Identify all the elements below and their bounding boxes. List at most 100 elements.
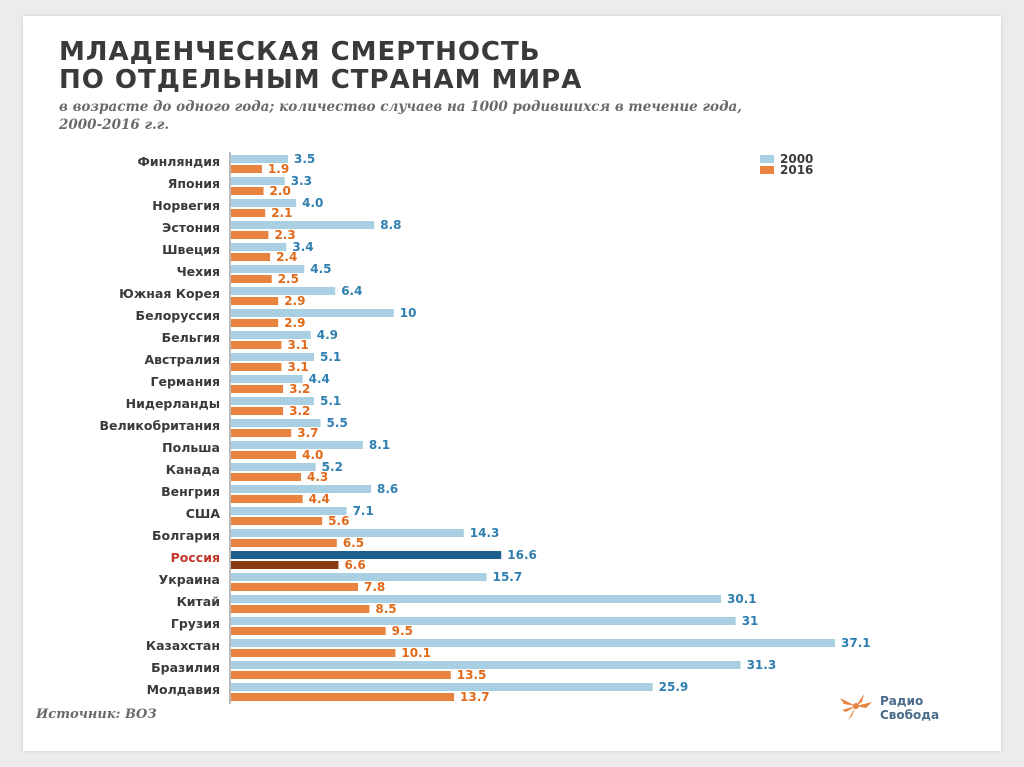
bar-2000 (231, 595, 722, 603)
category-label: Молдавия (147, 682, 220, 697)
data-label-2000: 31 (742, 614, 759, 628)
category-label: Украина (159, 572, 220, 587)
bar-2000 (231, 287, 336, 295)
chart-subtitle: в возрасте до одного года; количество сл… (59, 98, 959, 134)
data-label-2000: 5.1 (320, 350, 341, 364)
data-label-2016: 3.1 (287, 360, 308, 374)
bar-2000 (231, 485, 372, 493)
data-label-2000: 4.0 (302, 196, 323, 210)
title-line-1: МЛАДЕНЧЕСКАЯ СМЕРТНОСТЬ (59, 37, 541, 67)
data-label-2000: 10 (400, 306, 417, 320)
data-label-2000: 3.3 (291, 174, 312, 188)
slide: МЛАДЕНЧЕСКАЯ СМЕРТНОСТЬ ПО ОТДЕЛЬНЫМ СТР… (23, 16, 1001, 751)
category-label: Китай (177, 594, 220, 609)
data-label-2016: 2.9 (284, 316, 305, 330)
category-label: Япония (168, 176, 220, 191)
data-label-2000: 16.6 (507, 548, 537, 562)
category-label: Канада (166, 462, 220, 477)
data-label-2016: 10.1 (401, 646, 431, 660)
bar-2016 (231, 583, 358, 591)
bar-2016 (231, 561, 339, 569)
bar-2000 (231, 441, 363, 449)
bar-2016 (231, 341, 282, 349)
data-label-2016: 13.5 (457, 668, 487, 682)
data-label-2000: 3.4 (292, 240, 313, 254)
category-label: Германия (151, 374, 220, 389)
data-label-2000: 30.1 (727, 592, 757, 606)
data-label-2016: 1.9 (268, 162, 289, 176)
category-label: Венгрия (161, 484, 220, 499)
data-label-2016: 6.6 (344, 558, 365, 572)
bar-2016 (231, 671, 451, 679)
bar-2000 (231, 397, 315, 405)
bar-2000 (231, 177, 285, 185)
data-label-2000: 8.1 (369, 438, 390, 452)
data-label-2016: 8.5 (375, 602, 396, 616)
legend-swatch-2016 (760, 166, 774, 174)
data-label-2000: 4.4 (309, 372, 330, 386)
source-note: Источник: ВОЗ (36, 707, 157, 722)
bar-2000 (231, 419, 321, 427)
bar-2016 (231, 517, 323, 525)
category-label: Эстония (162, 220, 220, 235)
bar-2016 (231, 539, 337, 547)
category-label: Финляндия (138, 154, 221, 169)
data-label-2016: 9.5 (392, 624, 413, 638)
logo-line-1: Радио (880, 694, 924, 708)
bar-2016 (231, 253, 271, 261)
data-label-2016: 13.7 (460, 690, 490, 704)
data-label-2000: 4.5 (310, 262, 331, 276)
category-label: Казахстан (146, 638, 220, 653)
bar-2016 (231, 165, 262, 173)
bar-2016 (231, 693, 455, 701)
category-label: Польша (162, 440, 220, 455)
bar-2016 (231, 385, 284, 393)
subtitle-line-1: в возрасте до одного года; количество сл… (59, 99, 742, 115)
data-label-2000: 14.3 (470, 526, 500, 540)
logo-text: Радио Свобода (880, 694, 939, 722)
category-label: Бразилия (151, 660, 220, 675)
data-label-2000: 37.1 (841, 636, 871, 650)
category-label: Бельгия (162, 330, 220, 345)
data-label-2016: 5.6 (328, 514, 349, 528)
bar-2016 (231, 231, 269, 239)
bar-2016 (231, 429, 292, 437)
data-label-2000: 8.6 (377, 482, 398, 496)
category-label: Белоруссия (136, 308, 220, 323)
bar-2000 (231, 551, 502, 559)
bar-2016 (231, 363, 282, 371)
bar-2016 (231, 473, 302, 481)
bar-2000 (231, 221, 375, 229)
bar-2000 (231, 463, 316, 471)
radio-svoboda-logo: Радио Свобода (836, 690, 981, 730)
bar-2000 (231, 331, 311, 339)
data-label-2016: 2.9 (284, 294, 305, 308)
data-label-2016: 3.1 (287, 338, 308, 352)
logo-line-2: Свобода (880, 708, 940, 722)
data-label-2016: 2.3 (274, 228, 295, 242)
data-label-2016: 2.4 (276, 250, 297, 264)
legend-swatch-2000 (760, 155, 774, 163)
bar-2016 (231, 605, 370, 613)
data-label-2016: 2.1 (271, 206, 292, 220)
data-label-2016: 3.2 (289, 404, 310, 418)
category-label: Швеция (162, 242, 220, 257)
bar-2000 (231, 375, 303, 383)
data-label-2000: 7.1 (353, 504, 374, 518)
data-label-2016: 3.2 (289, 382, 310, 396)
bar-2000 (231, 529, 464, 537)
data-label-2000: 5.5 (327, 416, 348, 430)
category-label: Грузия (171, 616, 220, 631)
data-label-2016: 4.4 (309, 492, 330, 506)
bar-2016 (231, 209, 266, 217)
bar-2016 (231, 275, 272, 283)
category-label: Южная Корея (119, 286, 220, 301)
bar-2000 (231, 309, 394, 317)
bar-2000 (231, 573, 487, 581)
legend-label-2016: 2016 (780, 163, 813, 177)
data-label-2016: 6.5 (343, 536, 364, 550)
data-label-2016: 2.5 (278, 272, 299, 286)
bar-2000 (231, 661, 741, 669)
data-label-2000: 3.5 (294, 152, 315, 166)
